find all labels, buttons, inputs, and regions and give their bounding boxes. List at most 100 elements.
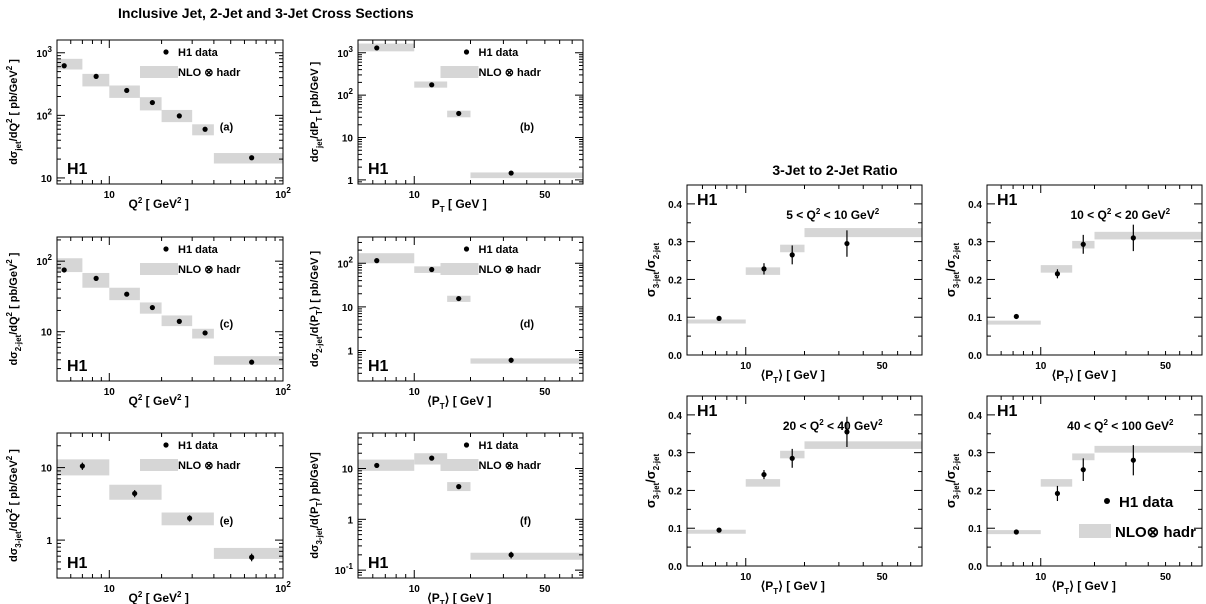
data-point [176,113,182,119]
x-tick-label: 10 [409,387,421,398]
legend-nlo-label: NLO⊗ hadr [1115,524,1196,541]
data-point [844,240,850,247]
x-tick-label: 50 [539,387,551,398]
legend-nlo-swatch [440,66,479,78]
data-point [716,527,722,533]
panel-a: 10 102 10 102 103 Q2 [ GeV2 ] dσjet/dQ2 [ pb/G… [5,39,291,211]
h1-label: H1 [997,403,1018,420]
y-tick-label: 103 [337,45,353,60]
h1-label: H1 [368,555,389,572]
h1-label: H1 [368,358,389,375]
panel-r2: 10 50 0.0 0.1 0.2 0.3 0.4 ⟨PT⟩ [ GeV ] σ3-jet/σ2… [943,184,1203,385]
legend-data-marker [463,246,470,252]
panel-label: (b) [520,122,534,134]
data-point [149,304,155,311]
nlo-band [1040,479,1073,487]
legend-data-label: H1 data [178,47,219,59]
data-point [429,82,435,88]
data-point [456,110,462,117]
data-point [789,252,795,258]
x-axis-label: ⟨PT⟩ [ GeV ] [427,591,491,604]
h1-label: H1 [368,161,389,178]
x-axis-label: PT [ GeV ] [432,197,487,214]
x-tick-label: 10 [104,584,116,595]
data-point [249,554,255,560]
y-tick-label: 0.0 [668,562,682,573]
x-tick-label: 102 [275,580,291,595]
legend-data-marker [163,49,169,55]
nlo-band [1094,445,1202,453]
y-tick-label: 103 [36,45,52,60]
y-tick-label: 0.2 [968,275,982,286]
nlo-band [358,459,415,471]
y-tick-label: 0.2 [968,486,982,497]
x-tick-label: 10 [740,572,752,583]
nlo-band [1040,265,1073,273]
y-axis-label: dσ2-jet/dQ2 [ pb/GeV2 ] [5,252,23,365]
y-tick-label: 0.1 [968,313,982,324]
x-axis-label: ⟨PT⟩ [ GeV ] [761,579,825,596]
nlo-band [82,73,110,87]
h1-label: H1 [697,192,718,209]
legend-nlo-swatch [140,459,178,471]
y-tick-label: 0.3 [968,238,982,249]
nlo-band [470,552,583,560]
data-point [249,359,255,365]
panel-label: (d) [520,319,534,331]
x-tick-label: 10 [1035,361,1047,372]
y-tick-label: 10 [41,464,53,475]
h1-label: H1 [697,403,718,420]
data-point [1080,467,1086,473]
panel-e: 10 102 1 10 Q2 [ GeV2 ] dσ3-jet/dQ2 [ pb/GeV2… [5,432,291,604]
x-tick-label: 50 [1160,572,1172,583]
nlo-band [470,358,583,364]
panel-r4: 10 50 0.0 0.1 0.2 0.3 0.4 ⟨PT⟩ [ GeV ] σ3-jet/σ2… [943,395,1203,596]
x-tick-label: 10 [409,584,421,595]
y-axis-label: dσjet/dQ2 [ pb/GeV2 ] [5,59,23,165]
legend-data-marker [163,442,169,448]
nlo-band [213,356,283,365]
y-tick-label: 0.1 [668,524,682,535]
data-point [508,552,514,558]
data-point [202,126,208,132]
h1-label: H1 [67,161,88,178]
x-axis-label: ⟨PT⟩ [ GeV ] [761,368,825,385]
panel-label: (f) [520,515,531,527]
legend-nlo-swatch [1079,524,1111,538]
legend-data-label: H1 data [1119,494,1174,511]
legend-data-marker [463,442,470,448]
panel-c: 10 102 10 102 Q2 [ GeV2 ] dσ2-jet/dQ2 [ pb/Ge… [5,236,291,408]
x-axis-label: ⟨PT⟩ [ GeV ] [1052,579,1116,596]
x-tick-label: 10 [104,190,116,201]
y-tick-label: 0.0 [968,351,982,362]
data-point [1080,241,1086,247]
panel-label: (a) [220,122,234,134]
x-tick-label: 50 [1160,361,1172,372]
data-point [844,429,850,435]
nlo-band [1072,453,1095,461]
data-point [429,455,435,461]
y-axis-label: σ3-jet/σ2-jet [943,453,961,508]
legend-data-label: H1 data [479,47,520,59]
panel-label: (c) [220,319,234,331]
y-tick-label: 10 [41,328,53,339]
panel-label: (e) [220,515,234,527]
data-point [1130,457,1136,463]
y-tick-label: 1 [46,536,52,547]
y-tick-label: 0.1 [668,313,682,324]
x-axis-label: Q2 [ GeV2 ] [129,393,189,408]
legend-nlo-swatch [440,459,479,471]
right-figure-title: 3-Jet to 2-Jet Ratio [772,162,897,178]
data-point [456,484,462,490]
y-tick-label: 0.0 [968,562,982,573]
legend-data-label: H1 data [479,440,520,452]
x-tick-label: 10 [409,190,421,201]
y-tick-label: 102 [36,107,52,122]
legend-nlo-swatch [140,263,178,275]
nlo-band [213,153,283,164]
y-tick-label: 0.4 [968,200,982,211]
y-tick-label: 0.2 [668,275,682,286]
data-point [374,462,380,469]
data-point [176,318,182,324]
